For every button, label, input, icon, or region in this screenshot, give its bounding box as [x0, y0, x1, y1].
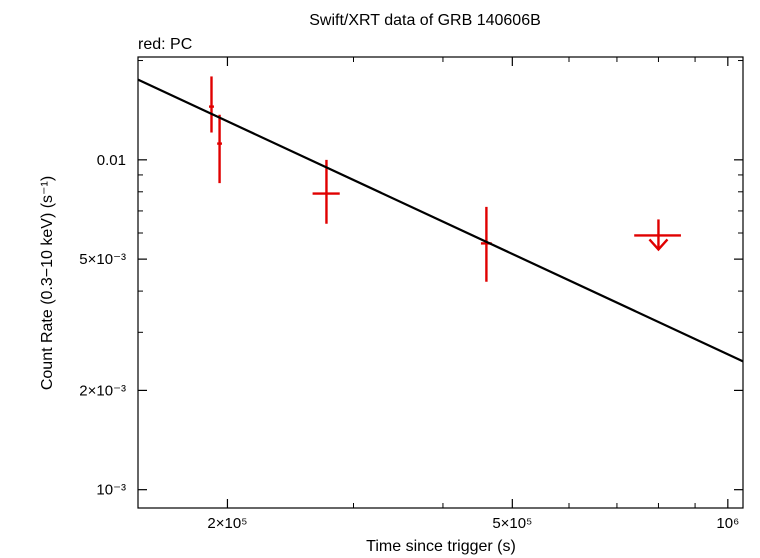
model-fit-line	[137, 78, 744, 363]
y-tick-label: 5×10⁻³	[79, 251, 126, 268]
upper-limit-arrow	[648, 238, 669, 252]
data-marks	[137, 76, 744, 363]
chart-subtitle: red: PC	[138, 36, 192, 53]
plot-frame	[137, 56, 744, 509]
y-tick-label: 10⁻³	[96, 482, 126, 499]
x-axis-label: Time since trigger (s)	[366, 538, 516, 555]
y-axis-label: Count Rate (0.3−10 keV) (s⁻¹)	[39, 176, 56, 390]
y-tick-label: 2×10⁻³	[79, 382, 126, 399]
y-tick-label: 0.01	[97, 152, 126, 169]
chart-title: Swift/XRT data of GRB 140606B	[309, 12, 541, 29]
x-tick-label: 2×10⁵	[207, 515, 247, 532]
x-tick-label: 10⁶	[716, 515, 739, 532]
x-tick-label: 5×10⁵	[492, 515, 532, 532]
axis-ticks: 2×10⁵ 5×10⁵ 10⁶ 0.01 5×10⁻³ 2×10⁻³ 10⁻³	[79, 57, 743, 532]
